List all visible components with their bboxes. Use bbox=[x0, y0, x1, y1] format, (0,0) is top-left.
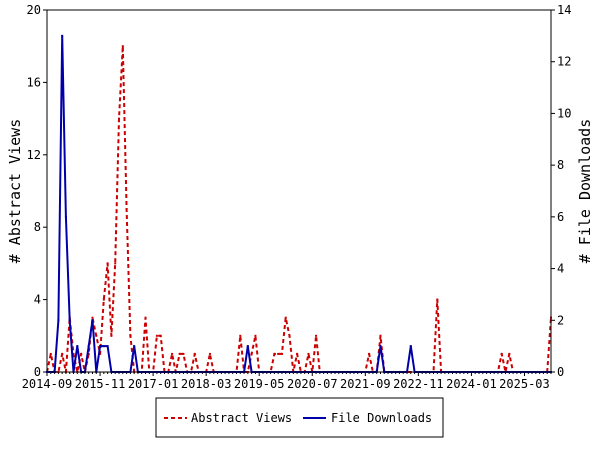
legend-label-abstract-views: Abstract Views bbox=[191, 411, 292, 425]
data-point-file-downloads bbox=[76, 345, 79, 348]
right-y-tick-label: 8 bbox=[557, 158, 564, 172]
right-y-tick-label: 2 bbox=[557, 313, 564, 327]
left-y-tick-label: 8 bbox=[34, 220, 41, 234]
data-point-abstract-views bbox=[239, 334, 242, 337]
right-y-tick-label: 6 bbox=[557, 210, 564, 224]
data-point-abstract-views bbox=[121, 45, 124, 48]
data-point-abstract-views bbox=[193, 352, 196, 355]
plot-area-frame bbox=[46, 9, 552, 373]
right-y-tick-label: 4 bbox=[557, 262, 564, 276]
data-point-abstract-views bbox=[102, 298, 105, 301]
right-y-tick-label: 0 bbox=[557, 365, 564, 379]
data-point-abstract-views bbox=[508, 352, 511, 355]
data-point-abstract-views bbox=[307, 352, 310, 355]
data-point-abstract-views bbox=[129, 334, 132, 337]
x-tick-label: 2024-01 bbox=[446, 377, 497, 391]
data-point-file-downloads bbox=[246, 345, 249, 348]
data-point-file-downloads bbox=[64, 215, 67, 218]
data-point-abstract-views bbox=[288, 334, 291, 337]
left-y-axis-label: # Abstract Views bbox=[6, 119, 24, 264]
right-y-tick-label: 14 bbox=[557, 3, 571, 17]
data-point-abstract-views bbox=[436, 298, 439, 301]
x-tick-label: 2025-03 bbox=[499, 377, 550, 391]
data-point-file-downloads bbox=[106, 345, 109, 348]
data-point-abstract-views bbox=[106, 262, 109, 265]
data-point-abstract-views bbox=[315, 334, 318, 337]
left-y-axis-ticks: 0 4 8 12 16 20 bbox=[27, 3, 47, 379]
left-y-tick-label: 0 bbox=[34, 365, 41, 379]
data-point-file-downloads bbox=[379, 345, 382, 348]
data-point-file-downloads bbox=[87, 345, 90, 348]
data-point-abstract-views bbox=[87, 352, 90, 355]
data-point-abstract-views bbox=[159, 334, 162, 337]
legend: Abstract Views File Downloads bbox=[155, 397, 444, 438]
data-point-abstract-views bbox=[208, 352, 211, 355]
data-point-abstract-views bbox=[144, 316, 147, 319]
left-y-tick-label: 12 bbox=[27, 148, 41, 162]
data-point-abstract-views bbox=[250, 352, 253, 355]
data-point-abstract-views bbox=[368, 352, 371, 355]
data-point-abstract-views bbox=[500, 352, 503, 355]
data-point-file-downloads bbox=[61, 34, 64, 37]
x-tick-label: 2020-07 bbox=[287, 377, 338, 391]
data-point-file-downloads bbox=[57, 319, 60, 322]
data-point-abstract-views bbox=[80, 352, 83, 355]
data-point-abstract-views bbox=[178, 352, 181, 355]
data-point-file-downloads bbox=[68, 319, 71, 322]
x-tick-label: 2014-09 bbox=[22, 377, 73, 391]
data-point-file-downloads bbox=[409, 345, 412, 348]
x-tick-label: 2022-11 bbox=[393, 377, 444, 391]
x-tick-label: 2015-11 bbox=[75, 377, 126, 391]
data-point-abstract-views bbox=[125, 208, 128, 211]
data-point-abstract-views bbox=[171, 352, 174, 355]
data-point-abstract-views bbox=[99, 352, 102, 355]
right-y-tick-label: 10 bbox=[557, 106, 571, 120]
data-point-abstract-views bbox=[277, 352, 280, 355]
left-y-tick-label: 16 bbox=[27, 75, 41, 89]
right-y-axis-ticks: 0 2 4 6 8 10 12 14 bbox=[551, 3, 571, 379]
data-point-file-downloads bbox=[99, 345, 102, 348]
data-point-abstract-views bbox=[379, 334, 382, 337]
data-point-abstract-views bbox=[110, 334, 113, 337]
data-point-file-downloads bbox=[102, 345, 105, 348]
data-point-abstract-views bbox=[182, 352, 185, 355]
data-point-abstract-views bbox=[254, 334, 257, 337]
data-point-abstract-views bbox=[91, 316, 94, 319]
data-point-abstract-views bbox=[280, 352, 283, 355]
data-point-abstract-views bbox=[284, 316, 287, 319]
left-y-tick-label: 20 bbox=[27, 3, 41, 17]
legend-label-file-downloads: File Downloads bbox=[331, 411, 432, 425]
x-tick-label: 2017-01 bbox=[128, 377, 179, 391]
data-point-abstract-views bbox=[61, 352, 64, 355]
data-point-file-downloads bbox=[91, 319, 94, 322]
x-tick-label: 2019-05 bbox=[234, 377, 285, 391]
data-point-abstract-views bbox=[118, 117, 120, 120]
data-point-abstract-views bbox=[49, 352, 52, 355]
right-y-tick-label: 12 bbox=[557, 55, 571, 69]
x-tick-label: 2021-09 bbox=[340, 377, 391, 391]
data-point-abstract-views bbox=[72, 352, 75, 355]
right-y-axis-label: # File Downloads bbox=[576, 119, 594, 264]
x-tick-label: 2018-03 bbox=[181, 377, 232, 391]
data-point-abstract-views bbox=[114, 262, 117, 265]
legend-box bbox=[155, 397, 444, 438]
data-point-abstract-views bbox=[296, 352, 299, 355]
data-point-abstract-views bbox=[95, 334, 98, 337]
data-point-abstract-views bbox=[155, 334, 158, 337]
data-point-file-downloads bbox=[133, 345, 136, 348]
data-point-abstract-views bbox=[273, 352, 276, 355]
left-y-tick-label: 4 bbox=[34, 293, 41, 307]
